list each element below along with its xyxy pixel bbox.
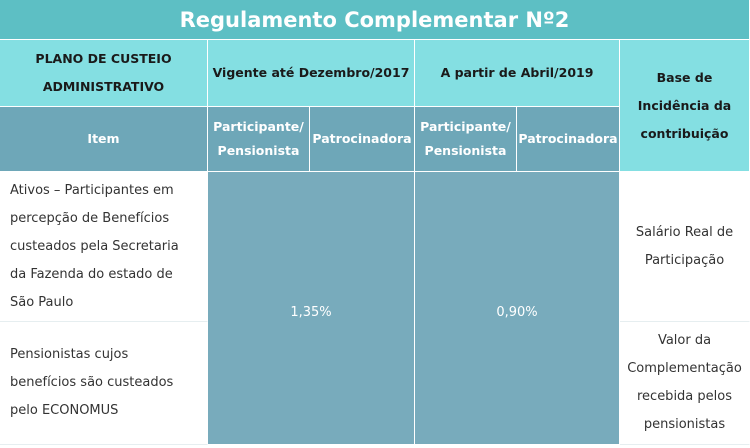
row-item: Ativos – Participantes em percepção de B… — [0, 172, 208, 322]
table-title: Regulamento Complementar Nº2 — [0, 0, 750, 40]
header-plan: PLANO DE CUSTEIO ADMINISTRATIVO — [0, 40, 208, 107]
subheader-column: Patrocinadora — [517, 107, 620, 172]
row-item: Pensionistas cujos benefícios são custea… — [0, 322, 208, 445]
row-base: Valor da Complementação recebida pelos p… — [620, 322, 750, 445]
subheader-column: Patrocinadora — [310, 107, 415, 172]
rate-value: 0,90% — [415, 172, 620, 445]
rate-value: 1,35% — [208, 172, 415, 445]
header-base: Base de Incidência da contribuição — [620, 40, 750, 172]
header-period: A partir de Abril/2019 — [415, 40, 620, 107]
header-period: Vigente até Dezembro/2017 — [208, 40, 415, 107]
subheader-item: Item — [0, 107, 208, 172]
row-base: Salário Real de Participação — [620, 172, 750, 322]
subheader-column: Participante/ Pensionista — [415, 107, 517, 172]
subheader-column: Participante/ Pensionista — [208, 107, 310, 172]
